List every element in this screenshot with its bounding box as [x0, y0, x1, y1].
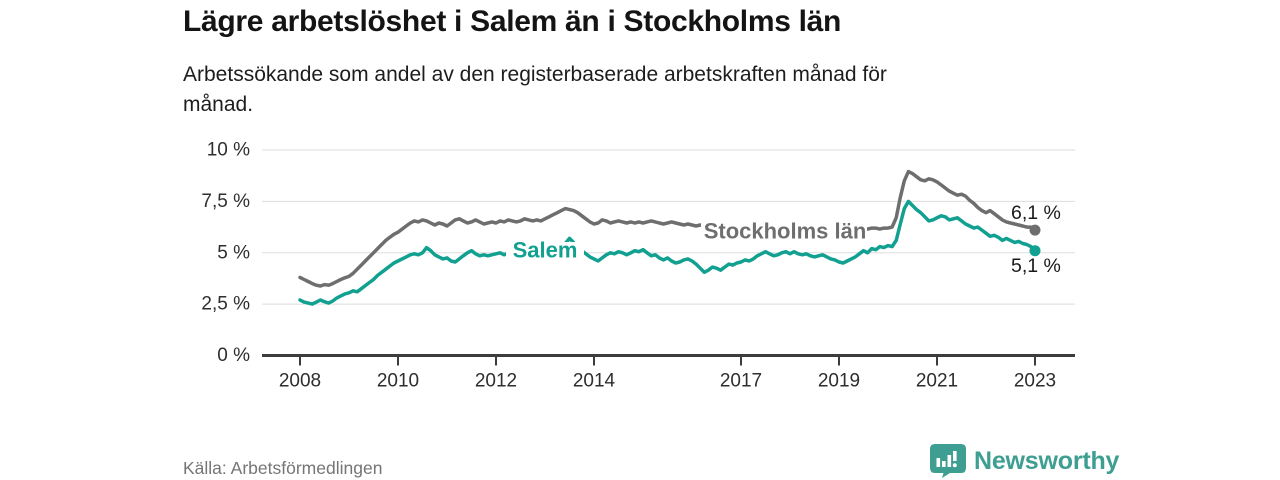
series-label-salem: Salem [513, 238, 578, 263]
x-tick-label: 2019 [818, 371, 860, 392]
series-end-value-stockholms-l-n: 6,1 % [1011, 202, 1061, 224]
x-tick-label: 2021 [916, 371, 958, 392]
series-end-dot-salem [1029, 245, 1041, 257]
bar-chart-speech-bubble-icon [930, 444, 966, 478]
x-tick-label: 2012 [475, 371, 517, 392]
source-note: Källa: Arbetsförmedlingen [183, 458, 383, 478]
x-tick-label: 2010 [377, 371, 419, 392]
y-tick-label: 10 % [207, 140, 250, 161]
series-end-value-salem: 5,1 % [1011, 255, 1061, 277]
brand-wordmark: Newsworthy [974, 446, 1120, 475]
x-tick-label: 2023 [1014, 371, 1056, 392]
chart-subtitle-line-1: Arbetssökande som andel av den registerb… [183, 63, 887, 86]
chart-subtitle-line-2: månad. [183, 93, 254, 116]
newsworthy-logo: Newsworthy [929, 444, 1119, 478]
y-tick-label: 7,5 % [201, 191, 250, 212]
series-line-salem [298, 199, 1037, 306]
x-tick-label: 2017 [720, 371, 762, 392]
x-tick-label: 2008 [279, 371, 321, 392]
series-end-dot-stockholms-l-n [1029, 224, 1041, 236]
chart-title: Lägre arbetslöshet i Salem än i Stockhol… [183, 5, 842, 38]
series-line-stockholms-l-n [298, 169, 1037, 288]
y-tick-label: 5 % [217, 242, 250, 263]
chart-subtitle: Arbetssökande som andel av den registerb… [183, 60, 887, 120]
series-label-mask-salem [506, 242, 584, 263]
y-tick-label: 0 % [217, 345, 250, 366]
series-label-mask-stockholms-l-n [701, 218, 867, 244]
series-label-stockholms-l-n: Stockholms län [704, 219, 867, 244]
y-tick-label: 2,5 % [201, 294, 250, 315]
x-tick-label: 2014 [573, 371, 616, 392]
